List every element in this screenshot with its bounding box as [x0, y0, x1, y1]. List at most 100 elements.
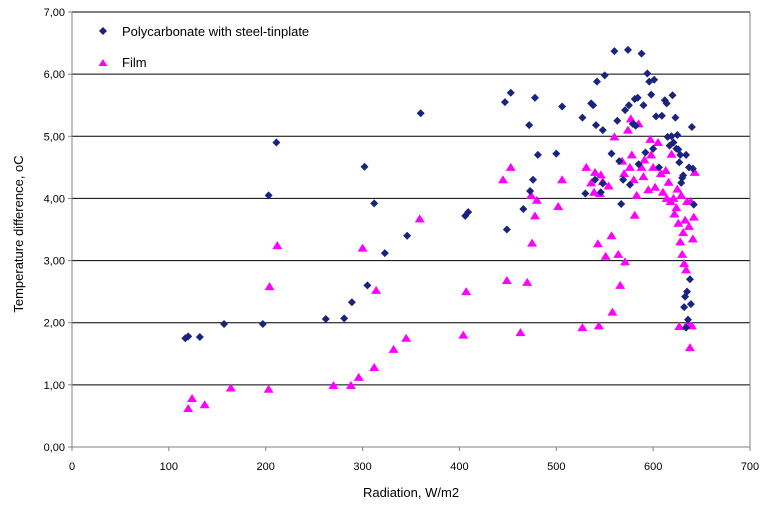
x-tick-label-1: 100	[160, 461, 178, 473]
film-point-30	[581, 162, 592, 171]
film-point-21	[515, 328, 526, 337]
film-point-94	[689, 167, 700, 176]
polycarbonate-point-10	[360, 162, 369, 171]
film-point-14	[401, 333, 412, 342]
legend-marker-film	[98, 59, 108, 66]
film-point-2	[199, 400, 210, 409]
film-point-63	[648, 162, 659, 171]
film-point-22	[522, 277, 533, 286]
film-point-40	[603, 181, 614, 190]
film-point-57	[636, 162, 647, 171]
polycarbonate-point-85	[682, 150, 691, 159]
polycarbonate-point-65	[657, 111, 666, 120]
film-point-50	[624, 162, 635, 171]
polycarbonate-point-73	[671, 113, 680, 122]
film-point-29	[577, 323, 588, 332]
polycarbonate-point-36	[596, 188, 605, 197]
polycarbonate-point-70	[667, 132, 676, 141]
polycarbonate-point-14	[403, 231, 412, 240]
polycarbonate-point-5	[264, 191, 273, 200]
film-point-49	[622, 125, 633, 134]
film-point-68	[660, 165, 671, 174]
film-point-81	[677, 249, 688, 258]
x-tick-label-6: 600	[644, 461, 662, 473]
polycarbonate-point-17	[464, 208, 473, 217]
series-0	[181, 45, 698, 343]
polycarbonate-point-64	[654, 163, 663, 172]
polycarbonate-point-41	[610, 47, 619, 56]
film-point-25	[529, 211, 540, 220]
polycarbonate-point-72	[669, 138, 678, 147]
film-point-54	[629, 210, 640, 219]
x-tick-label-3: 300	[353, 461, 371, 473]
polycarbonate-point-57	[641, 148, 650, 157]
polycarbonate-point-61	[649, 144, 658, 153]
film-point-84	[680, 215, 691, 224]
film-point-18	[498, 175, 509, 184]
film-point-44	[613, 249, 624, 258]
polycarbonate-point-4	[258, 319, 267, 328]
film-point-82	[678, 228, 689, 237]
film-point-26	[531, 195, 542, 204]
film-point-93	[688, 212, 699, 221]
film-point-41	[606, 231, 617, 240]
polycarbonate-point-21	[519, 204, 528, 213]
polycarbonate-point-22	[525, 121, 534, 130]
film-point-85	[681, 265, 692, 274]
film-point-4	[263, 384, 274, 393]
film-point-11	[369, 362, 380, 371]
y-tick-label-4: 4,00	[44, 193, 65, 205]
polycarbonate-point-63	[652, 112, 661, 121]
film-point-73	[668, 193, 679, 202]
x-tick-label-4: 400	[450, 461, 468, 473]
polycarbonate-point-1	[184, 332, 193, 341]
polycarbonate-point-90	[686, 300, 695, 309]
polycarbonate-point-7	[321, 314, 330, 323]
film-point-27	[553, 202, 564, 211]
polycarbonate-point-55	[637, 49, 646, 58]
film-point-58	[638, 172, 649, 181]
polycarbonate-point-77	[675, 158, 684, 167]
polycarbonate-point-28	[558, 102, 567, 111]
y-tick-label-6: 6,00	[44, 69, 65, 81]
film-point-13	[388, 344, 399, 353]
film-point-19	[501, 275, 512, 284]
film-point-31	[586, 178, 597, 187]
polycarbonate-point-29	[578, 113, 587, 122]
polycarbonate-point-48	[624, 101, 633, 110]
film-point-89	[684, 343, 695, 352]
polycarbonate-point-82	[680, 303, 689, 312]
film-point-64	[650, 182, 661, 191]
legend-marker-polycarbonate	[99, 27, 107, 35]
series-1	[183, 114, 700, 412]
film-point-52	[626, 150, 637, 159]
polycarbonate-point-46	[621, 106, 630, 115]
y-tick-label-7: 7,00	[44, 7, 65, 19]
x-tick-label-7: 700	[741, 461, 759, 473]
film-point-7	[328, 380, 339, 389]
film-point-16	[458, 330, 469, 339]
polycarbonate-point-18	[500, 98, 509, 107]
film-point-23	[526, 190, 537, 199]
polycarbonate-point-33	[591, 175, 600, 184]
polycarbonate-point-27	[552, 149, 561, 158]
polycarbonate-point-79	[677, 178, 686, 187]
polycarbonate-point-47	[623, 45, 632, 54]
film-point-88	[683, 221, 694, 230]
film-point-53	[628, 175, 639, 184]
polycarbonate-point-13	[380, 249, 389, 258]
polycarbonate-point-24	[529, 175, 538, 184]
polycarbonate-point-71	[668, 91, 677, 100]
polycarbonate-point-92	[688, 164, 697, 173]
x-tick-label-2: 200	[257, 461, 275, 473]
polycarbonate-point-91	[687, 122, 696, 131]
polycarbonate-point-78	[676, 150, 685, 159]
x-tick-label-0: 0	[69, 461, 75, 473]
legend-label-film: Film	[122, 55, 147, 70]
polycarbonate-point-67	[662, 99, 671, 108]
axes	[68, 11, 751, 451]
y-tick-label-0: 0,00	[44, 442, 65, 454]
film-point-20	[505, 162, 516, 171]
polycarbonate-point-52	[631, 121, 640, 130]
film-point-8	[345, 380, 356, 389]
